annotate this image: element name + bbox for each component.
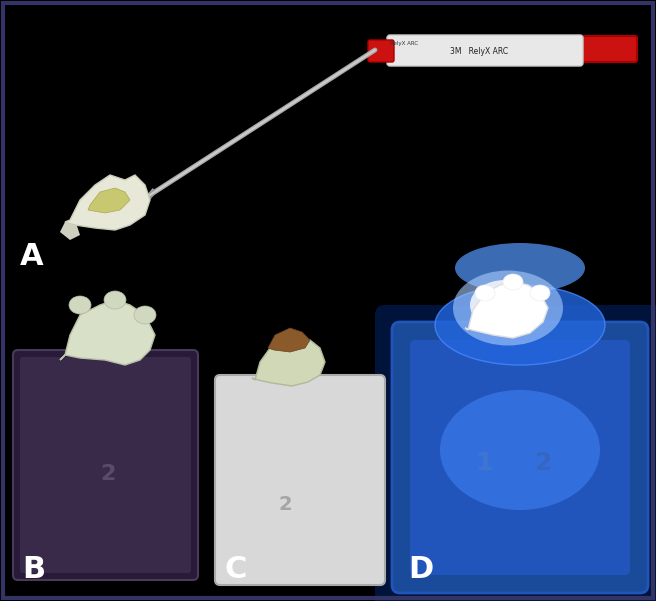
FancyBboxPatch shape xyxy=(368,40,394,62)
Ellipse shape xyxy=(470,280,540,330)
Ellipse shape xyxy=(475,285,495,301)
Text: 2: 2 xyxy=(100,464,115,484)
Polygon shape xyxy=(268,328,310,352)
Ellipse shape xyxy=(440,390,600,510)
Text: A: A xyxy=(20,242,44,271)
Polygon shape xyxy=(465,282,548,338)
Ellipse shape xyxy=(435,285,605,365)
FancyBboxPatch shape xyxy=(20,357,191,573)
Ellipse shape xyxy=(453,270,563,346)
Text: 2: 2 xyxy=(535,451,552,475)
FancyBboxPatch shape xyxy=(387,35,583,66)
Ellipse shape xyxy=(455,243,585,293)
Polygon shape xyxy=(88,188,130,213)
Text: RelyX ARC: RelyX ARC xyxy=(390,41,418,46)
FancyBboxPatch shape xyxy=(375,305,656,601)
Polygon shape xyxy=(65,175,150,230)
FancyBboxPatch shape xyxy=(215,375,385,585)
Ellipse shape xyxy=(69,296,91,314)
Polygon shape xyxy=(60,300,155,365)
Polygon shape xyxy=(252,338,325,386)
FancyBboxPatch shape xyxy=(410,340,630,575)
Text: B: B xyxy=(22,555,45,584)
FancyBboxPatch shape xyxy=(13,350,198,580)
Text: 3M   RelyX ARC: 3M RelyX ARC xyxy=(450,47,508,56)
Ellipse shape xyxy=(134,306,156,324)
Text: D: D xyxy=(408,555,433,584)
Ellipse shape xyxy=(104,291,126,309)
Polygon shape xyxy=(60,220,80,240)
Text: 1: 1 xyxy=(475,451,493,475)
Text: 2: 2 xyxy=(278,495,292,514)
Ellipse shape xyxy=(530,285,550,301)
FancyBboxPatch shape xyxy=(392,322,648,593)
FancyBboxPatch shape xyxy=(578,36,637,62)
Ellipse shape xyxy=(503,274,523,290)
Text: C: C xyxy=(224,555,247,584)
